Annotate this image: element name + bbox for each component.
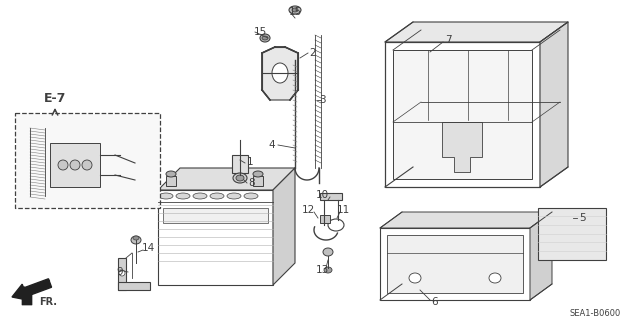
- Bar: [320, 215, 330, 223]
- Ellipse shape: [133, 236, 139, 240]
- FancyArrow shape: [12, 279, 52, 300]
- Text: 7: 7: [445, 35, 451, 45]
- Ellipse shape: [262, 36, 268, 40]
- Ellipse shape: [166, 171, 176, 177]
- Text: 2: 2: [310, 48, 316, 58]
- Bar: [380, 228, 530, 300]
- Ellipse shape: [324, 267, 332, 273]
- Ellipse shape: [328, 219, 344, 231]
- Bar: [163, 208, 268, 223]
- Text: 3: 3: [319, 95, 325, 105]
- Ellipse shape: [119, 270, 125, 276]
- Bar: [166, 176, 176, 186]
- Ellipse shape: [236, 175, 244, 181]
- Ellipse shape: [263, 76, 271, 84]
- Text: 14: 14: [141, 243, 155, 253]
- Polygon shape: [273, 168, 295, 285]
- Bar: [320, 193, 342, 200]
- Ellipse shape: [193, 193, 207, 199]
- Bar: [385, 42, 540, 187]
- Ellipse shape: [244, 193, 258, 199]
- Bar: [118, 282, 150, 290]
- Ellipse shape: [289, 6, 301, 14]
- Bar: [232, 155, 248, 173]
- Bar: [538, 208, 606, 260]
- Ellipse shape: [70, 160, 80, 170]
- Polygon shape: [380, 212, 552, 228]
- Ellipse shape: [489, 273, 501, 283]
- Ellipse shape: [260, 34, 270, 42]
- Text: 13: 13: [316, 265, 328, 275]
- Ellipse shape: [131, 236, 141, 244]
- Text: 11: 11: [337, 205, 349, 215]
- Text: 4: 4: [269, 140, 275, 150]
- Text: 8: 8: [249, 178, 255, 188]
- Ellipse shape: [409, 273, 421, 283]
- Ellipse shape: [58, 160, 68, 170]
- Polygon shape: [158, 168, 295, 190]
- Ellipse shape: [227, 193, 241, 199]
- Bar: [50, 143, 100, 187]
- Text: FR.: FR.: [39, 297, 57, 307]
- Ellipse shape: [159, 193, 173, 199]
- Polygon shape: [442, 122, 482, 172]
- Polygon shape: [530, 212, 552, 300]
- Bar: [393, 50, 532, 179]
- Bar: [387, 235, 523, 293]
- Text: 12: 12: [301, 205, 315, 215]
- Ellipse shape: [272, 63, 288, 83]
- Text: E-7: E-7: [44, 92, 66, 105]
- Ellipse shape: [292, 8, 298, 12]
- Ellipse shape: [323, 248, 333, 256]
- Text: SEA1-B0600: SEA1-B0600: [570, 308, 621, 317]
- Polygon shape: [385, 22, 568, 42]
- Text: 1: 1: [246, 157, 253, 167]
- Text: 15: 15: [253, 27, 267, 37]
- Ellipse shape: [176, 193, 190, 199]
- Ellipse shape: [82, 160, 92, 170]
- Text: 10: 10: [316, 190, 328, 200]
- Bar: [15, 113, 160, 208]
- Bar: [158, 190, 273, 285]
- Ellipse shape: [289, 76, 297, 84]
- Text: 15: 15: [289, 7, 301, 17]
- Ellipse shape: [253, 171, 263, 177]
- Text: 6: 6: [432, 297, 438, 307]
- Polygon shape: [262, 47, 298, 100]
- Bar: [253, 176, 263, 186]
- Polygon shape: [15, 280, 50, 305]
- Ellipse shape: [233, 173, 247, 183]
- Ellipse shape: [210, 193, 224, 199]
- Bar: [118, 258, 126, 290]
- Text: 5: 5: [579, 213, 586, 223]
- Polygon shape: [540, 22, 568, 187]
- Text: 9: 9: [116, 267, 124, 277]
